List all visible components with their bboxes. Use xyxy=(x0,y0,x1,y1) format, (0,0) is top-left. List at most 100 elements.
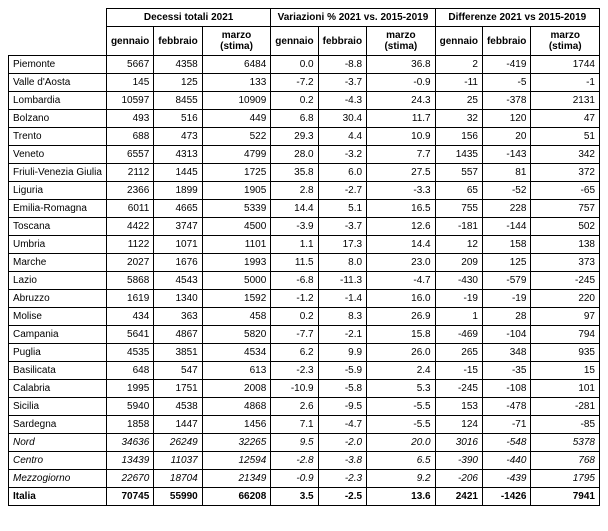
cell: 55990 xyxy=(154,488,202,506)
cell: 27.5 xyxy=(367,164,436,182)
cell: -11.3 xyxy=(318,272,366,290)
cell: 209 xyxy=(435,254,482,272)
cell: 20.0 xyxy=(367,434,436,452)
table-row: Lazio586845435000-6.8-11.3-4.7-430-579-2… xyxy=(9,272,600,290)
col-header: marzo (stima) xyxy=(531,27,600,56)
cell: 23.0 xyxy=(367,254,436,272)
row-label: Toscana xyxy=(9,218,107,236)
cell: 648 xyxy=(106,362,153,380)
cell: 12594 xyxy=(202,452,271,470)
cell: -65 xyxy=(531,182,600,200)
cell: 5940 xyxy=(106,398,153,416)
cell: 1899 xyxy=(154,182,202,200)
cell: 372 xyxy=(531,164,600,182)
cell: -0.9 xyxy=(367,74,436,92)
cell: -10.9 xyxy=(271,380,318,398)
cell: 2.4 xyxy=(367,362,436,380)
cell: 6.2 xyxy=(271,344,318,362)
cell: -548 xyxy=(482,434,530,452)
cell: 5641 xyxy=(106,326,153,344)
cell: 5.3 xyxy=(367,380,436,398)
cell: -2.3 xyxy=(271,362,318,380)
cell: -2.7 xyxy=(318,182,366,200)
table-row: Abruzzo161913401592-1.2-1.416.0-19-19220 xyxy=(9,290,600,308)
cell: 5.1 xyxy=(318,200,366,218)
row-label: Friuli-Venezia Giulia xyxy=(9,164,107,182)
cell: -5.8 xyxy=(318,380,366,398)
cell: 1995 xyxy=(106,380,153,398)
col-header: febbraio xyxy=(482,27,530,56)
cell: 1101 xyxy=(202,236,271,254)
table-row: Lombardia105978455109090.2-4.324.325-378… xyxy=(9,92,600,110)
cell: -3.7 xyxy=(318,218,366,236)
cell: 36.8 xyxy=(367,56,436,74)
cell: -15 xyxy=(435,362,482,380)
cell: 47 xyxy=(531,110,600,128)
cell: 125 xyxy=(154,74,202,92)
cell: 4665 xyxy=(154,200,202,218)
cell: -3.8 xyxy=(318,452,366,470)
group-header-0: Decessi totali 2021 xyxy=(106,9,270,27)
cell: 26.0 xyxy=(367,344,436,362)
row-label: Lombardia xyxy=(9,92,107,110)
table-row: Italia7074555990662083.5-2.513.62421-142… xyxy=(9,488,600,506)
cell: -440 xyxy=(482,452,530,470)
cell: 3747 xyxy=(154,218,202,236)
table-row: Liguria2366189919052.8-2.7-3.365-52-65 xyxy=(9,182,600,200)
row-label: Bolzano xyxy=(9,110,107,128)
table-row: Marche20271676199311.58.023.0209125373 xyxy=(9,254,600,272)
row-label: Mezzogiorno xyxy=(9,470,107,488)
cell: 1993 xyxy=(202,254,271,272)
col-header: febbraio xyxy=(318,27,366,56)
cell: 0.2 xyxy=(271,308,318,326)
cell: 8.3 xyxy=(318,308,366,326)
cell: 9.2 xyxy=(367,470,436,488)
cell: 26249 xyxy=(154,434,202,452)
deaths-table: Decessi totali 2021 Variazioni % 2021 vs… xyxy=(8,8,600,506)
row-label: Sardegna xyxy=(9,416,107,434)
col-header: gennaio xyxy=(106,27,153,56)
cell: 5339 xyxy=(202,200,271,218)
cell: 5378 xyxy=(531,434,600,452)
table-row: Centro134391103712594-2.8-3.86.5-390-440… xyxy=(9,452,600,470)
cell: -9.5 xyxy=(318,398,366,416)
table-row: Campania564148675820-7.7-2.115.8-469-104… xyxy=(9,326,600,344)
cell: 1.1 xyxy=(271,236,318,254)
group-header-1: Variazioni % 2021 vs. 2015-2019 xyxy=(271,9,435,27)
row-label: Veneto xyxy=(9,146,107,164)
cell: 6.5 xyxy=(367,452,436,470)
row-label: Italia xyxy=(9,488,107,506)
cell: 228 xyxy=(482,200,530,218)
cell: 101 xyxy=(531,380,600,398)
cell: 97 xyxy=(531,308,600,326)
cell: 935 xyxy=(531,344,600,362)
cell: 8455 xyxy=(154,92,202,110)
cell: -439 xyxy=(482,470,530,488)
cell: 265 xyxy=(435,344,482,362)
cell: 10909 xyxy=(202,92,271,110)
cell: 3.5 xyxy=(271,488,318,506)
table-row: Basilicata648547613-2.3-5.92.4-15-3515 xyxy=(9,362,600,380)
cell: 220 xyxy=(531,290,600,308)
col-header: marzo (stima) xyxy=(202,27,271,56)
cell: -5.9 xyxy=(318,362,366,380)
cell: -85 xyxy=(531,416,600,434)
cell: 1592 xyxy=(202,290,271,308)
cell: -143 xyxy=(482,146,530,164)
cell: 4358 xyxy=(154,56,202,74)
cell: -245 xyxy=(435,380,482,398)
cell: -478 xyxy=(482,398,530,416)
cell: -52 xyxy=(482,182,530,200)
cell: 1 xyxy=(435,308,482,326)
row-label: Molise xyxy=(9,308,107,326)
cell: 11.5 xyxy=(271,254,318,272)
cell: 0.0 xyxy=(271,56,318,74)
cell: 522 xyxy=(202,128,271,146)
cell: 342 xyxy=(531,146,600,164)
cell: 65 xyxy=(435,182,482,200)
cell: -11 xyxy=(435,74,482,92)
cell: 502 xyxy=(531,218,600,236)
cell: 28.0 xyxy=(271,146,318,164)
row-label: Marche xyxy=(9,254,107,272)
cell: -104 xyxy=(482,326,530,344)
